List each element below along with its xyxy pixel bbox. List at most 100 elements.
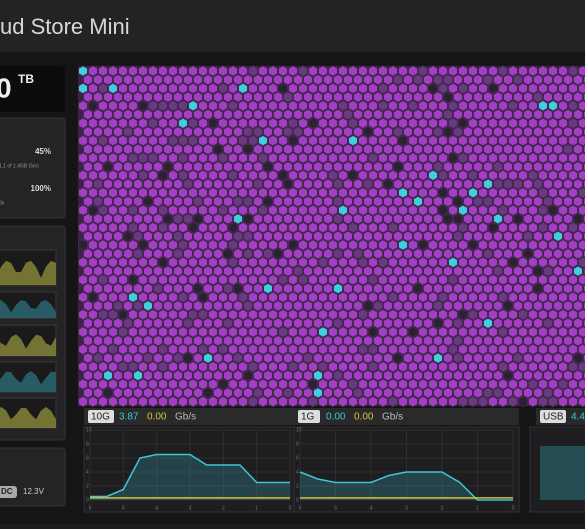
drive-cell (543, 143, 553, 155)
drive-cell (518, 100, 528, 112)
drive-cell (508, 65, 518, 77)
drive-cell (208, 239, 218, 251)
drive-cell (448, 117, 458, 129)
drive-cell (323, 387, 333, 399)
drive-cell (523, 161, 533, 173)
drive-cell (278, 291, 288, 303)
drive-cell (313, 213, 323, 225)
drive-cell (293, 300, 303, 312)
drive-cell (538, 396, 548, 408)
drive-cell (383, 161, 393, 173)
drive-cell (568, 396, 578, 408)
drive-cell (138, 117, 148, 129)
drive-cell (78, 222, 88, 234)
drive-cell (88, 274, 98, 286)
drive-cell (318, 65, 328, 77)
drive-cell (128, 256, 138, 268)
drive-cell (243, 178, 253, 190)
drive-cell (563, 265, 573, 277)
drive-cell (423, 282, 433, 295)
drive-cell (443, 161, 453, 173)
drive-cell (223, 213, 233, 225)
drive-cell (128, 117, 138, 129)
drive-cell (128, 65, 138, 77)
drive-cell (548, 222, 558, 234)
drive-cell (293, 265, 303, 277)
drive-cell (188, 222, 198, 234)
drive-cell (368, 343, 378, 355)
drive-cell (128, 152, 138, 164)
drive-cell (103, 317, 113, 329)
drive-cell (573, 300, 583, 312)
drive-cell (568, 326, 578, 338)
drive-cell (128, 187, 138, 199)
drive-cell (238, 117, 248, 129)
drive-cell (253, 108, 263, 121)
drive-cell (168, 152, 178, 164)
drive-cell (343, 317, 353, 329)
drive-cell (358, 100, 368, 112)
drive-cell (348, 361, 358, 373)
drive-cell (438, 135, 448, 147)
drive-cell (133, 265, 143, 277)
drive-cell (498, 326, 508, 338)
drive-cell (188, 82, 198, 94)
drive-cell (243, 230, 253, 242)
drive-cell (463, 161, 473, 173)
drive-cell (93, 265, 103, 277)
drive-cell (468, 396, 478, 408)
drive-cell (178, 152, 188, 164)
drive-cell (403, 387, 413, 399)
drive-cell (133, 282, 143, 295)
drive-cell (458, 291, 468, 303)
drive-cell (498, 222, 508, 234)
drive-cell (338, 135, 348, 147)
drive-cell (123, 335, 133, 347)
drive-cell (113, 335, 123, 347)
drive-cell (503, 300, 513, 312)
drive-cell (323, 213, 333, 225)
drive-cell (358, 135, 368, 147)
drive-cell (503, 213, 513, 225)
drive-cell (93, 352, 103, 364)
drive-cell (133, 178, 143, 190)
drive-cell (323, 248, 333, 260)
drive-cell (223, 195, 233, 208)
drive-cell (578, 65, 585, 77)
drive-cell (128, 291, 138, 303)
drive-cell (188, 100, 198, 112)
drive-cell (523, 91, 533, 103)
drive-cell (313, 317, 323, 329)
drive-cell (498, 274, 508, 286)
drive-cell (513, 108, 523, 121)
drive-cell (333, 195, 343, 208)
dc-label: DC (1, 487, 13, 496)
drive-cell (98, 326, 108, 338)
drive-cell (358, 378, 368, 390)
drive-cell (148, 361, 158, 373)
drive-cell (433, 248, 443, 260)
drive-cell (313, 248, 323, 260)
drive-cell (198, 152, 208, 164)
drive-cell (293, 317, 303, 329)
drive-cell (568, 343, 578, 355)
drive-cell (218, 291, 228, 303)
drive-cell (88, 117, 98, 129)
drive-cell (348, 326, 358, 338)
drive-cell (208, 343, 218, 355)
drive-cell (203, 161, 213, 173)
drive-cell (523, 126, 533, 138)
drive-cell (313, 300, 323, 312)
drive-cell (458, 274, 468, 286)
drive-cell (443, 230, 453, 242)
drive-cell (128, 135, 138, 147)
drive-cell (103, 74, 113, 86)
drive-cell (163, 213, 173, 225)
drive-cell (408, 135, 418, 147)
drive-cell (288, 222, 298, 234)
drive-cell (378, 291, 388, 303)
drive-cell (373, 387, 383, 399)
drive-cell (463, 178, 473, 190)
drive-cell (328, 204, 338, 216)
drive-cell (403, 108, 413, 121)
